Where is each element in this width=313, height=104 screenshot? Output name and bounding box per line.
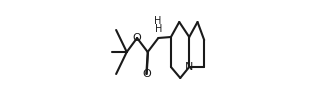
Text: O: O [142,69,151,79]
Text: H: H [155,24,162,34]
Text: O: O [133,33,141,43]
Text: H: H [154,16,161,26]
Text: N: N [185,62,193,72]
